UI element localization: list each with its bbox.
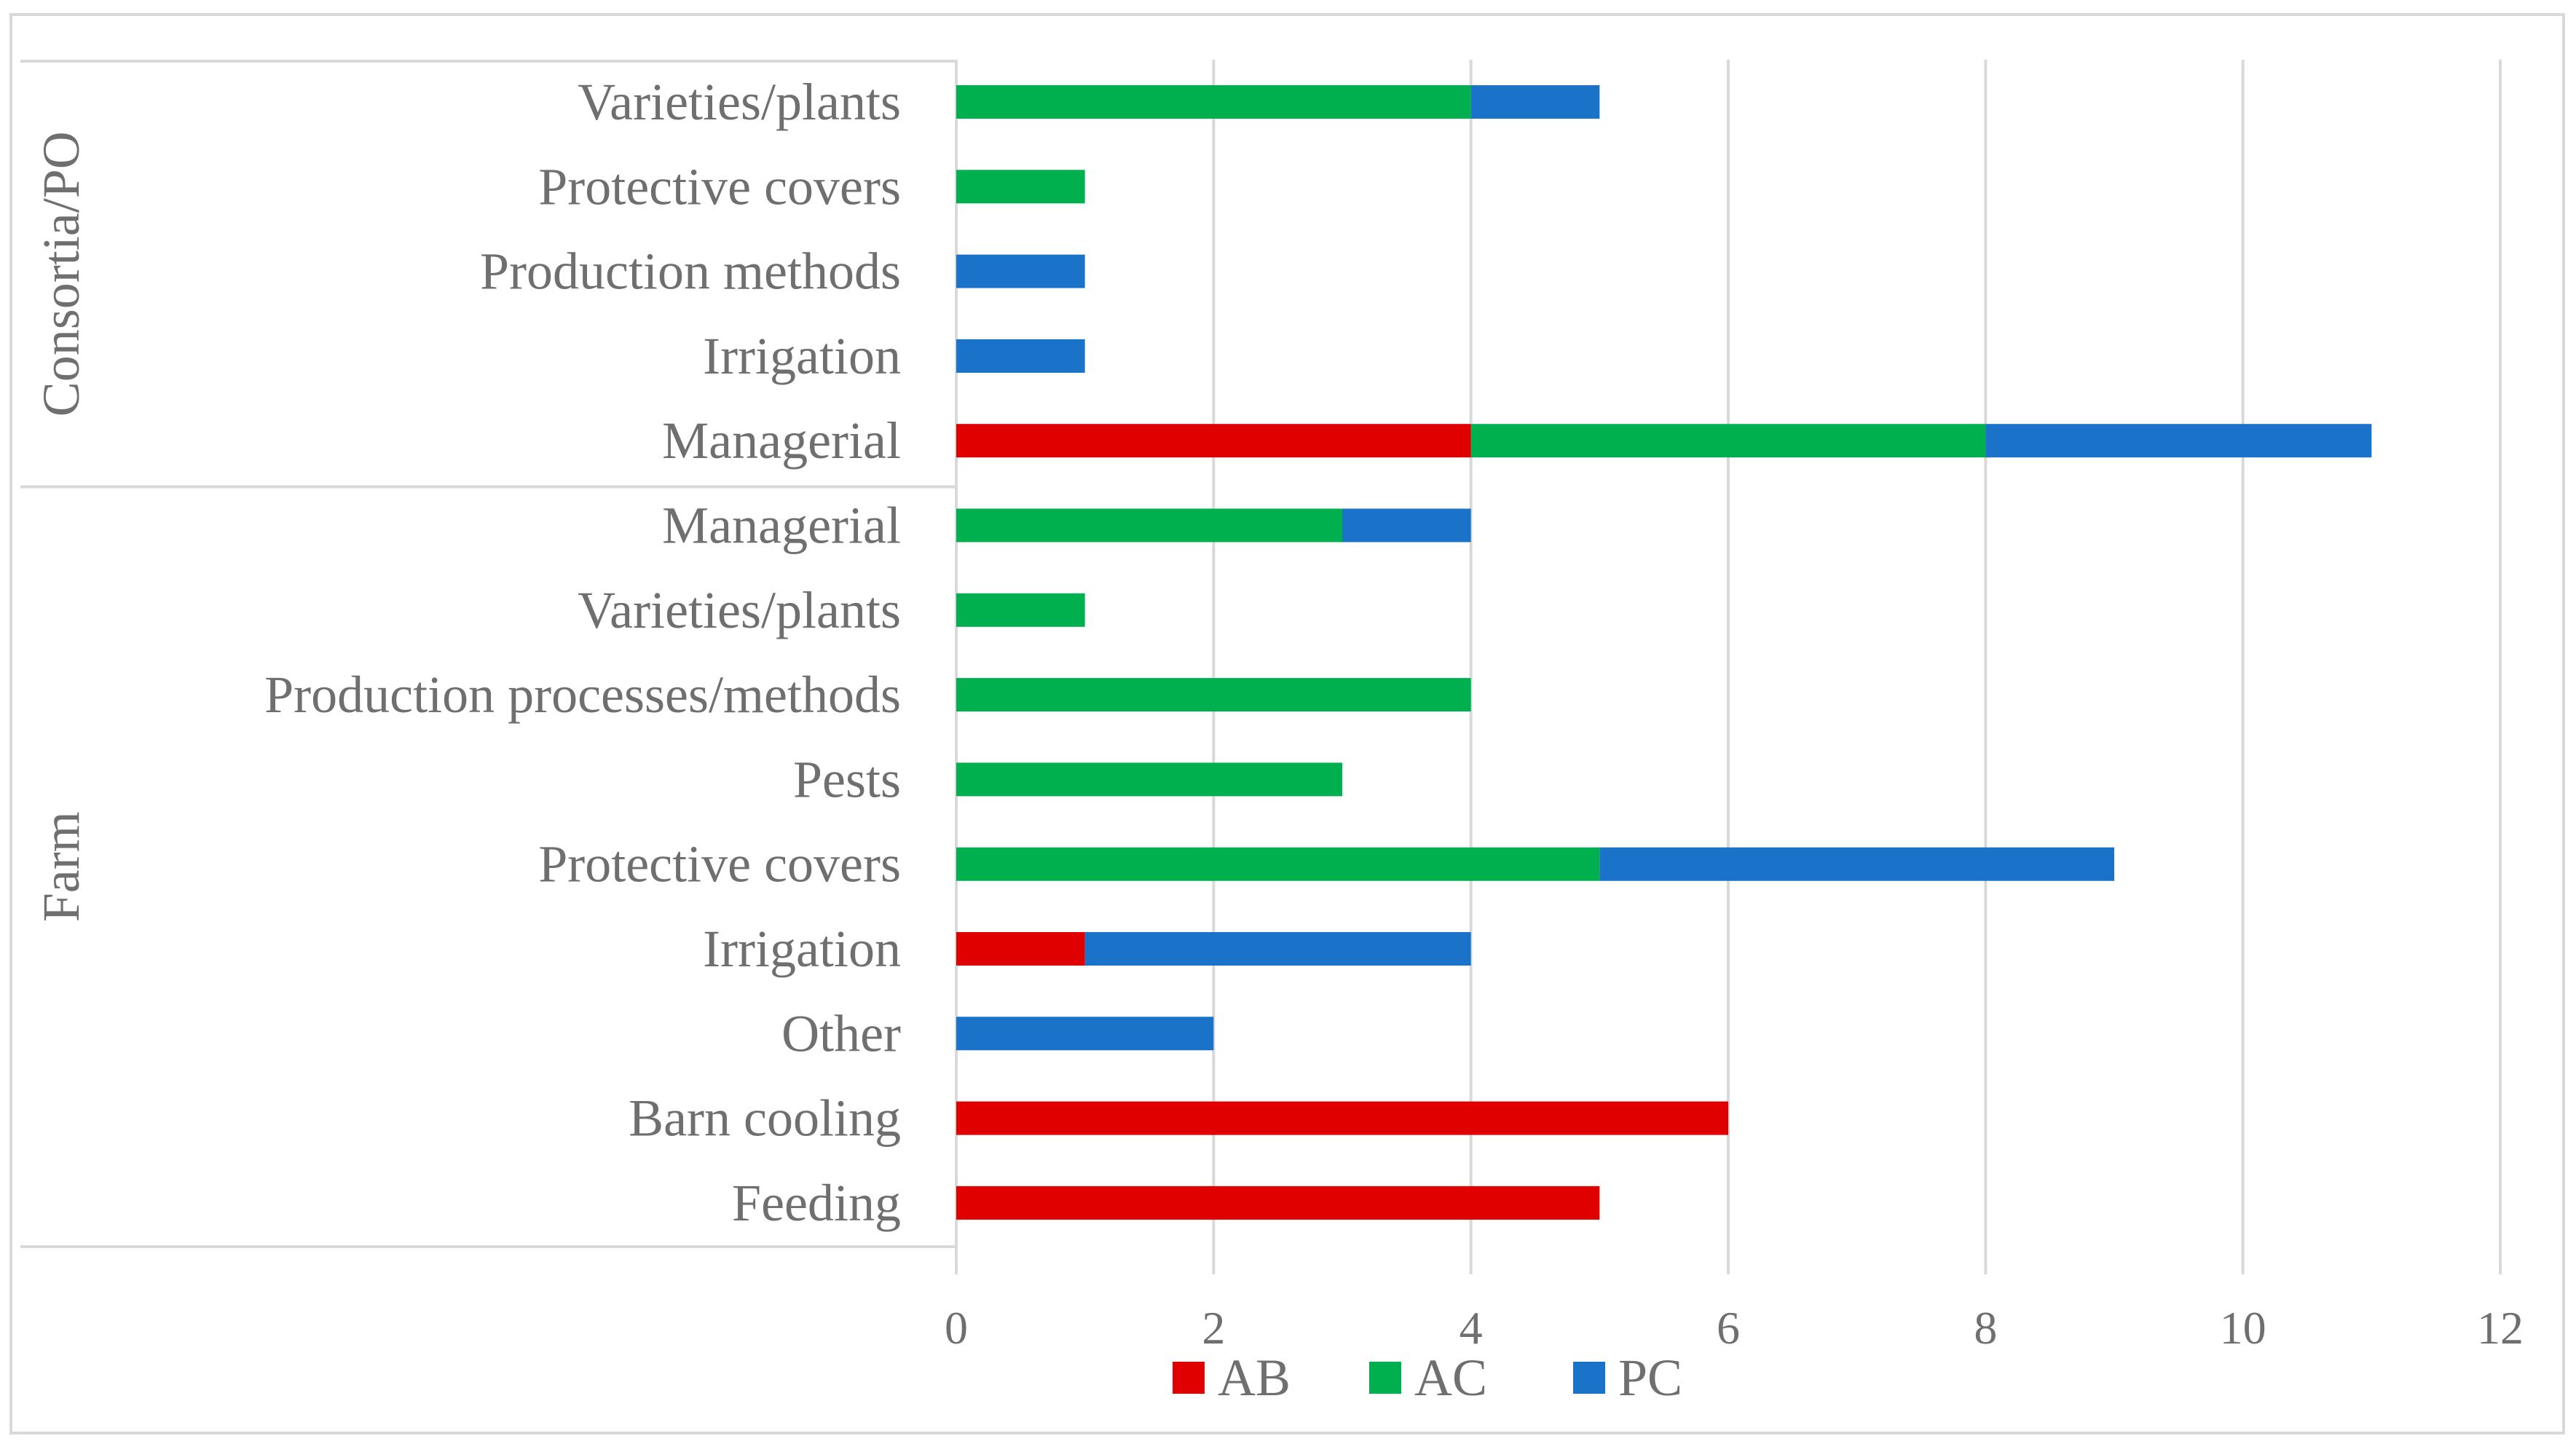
bar-pc — [1084, 932, 1471, 966]
chart-border — [9, 13, 2565, 1435]
category-label: Barn cooling — [629, 1089, 901, 1148]
category-label: Protective covers — [538, 157, 901, 216]
bar-pc — [1599, 847, 2114, 881]
x-tick-label: 12 — [2477, 1302, 2524, 1354]
category-label: Protective covers — [538, 835, 901, 893]
bar-pc — [956, 254, 1085, 288]
bar-pc — [1470, 85, 1600, 119]
category-label: Irrigation — [703, 920, 901, 978]
bar-pc — [956, 1017, 1214, 1051]
bar-ac — [956, 593, 1085, 627]
legend-swatch-pc — [1573, 1362, 1605, 1394]
category-label: Varieties/plants — [578, 73, 901, 131]
bar-ac — [956, 678, 1471, 712]
category-label: Pests — [793, 750, 901, 808]
x-tick-label: 4 — [1460, 1302, 1483, 1354]
bar-ab — [956, 1185, 1600, 1220]
legend-label-pc: PC — [1618, 1349, 1682, 1407]
bar-ab — [956, 424, 1471, 458]
bar-ab — [956, 1101, 1728, 1135]
bar-pc — [1342, 508, 1471, 543]
bar-ac — [956, 762, 1342, 797]
bar-ab — [956, 932, 1085, 966]
legend: AB AC PC — [1173, 1349, 1682, 1407]
category-label: Production methods — [480, 242, 901, 301]
x-tick-label: 6 — [1717, 1302, 1740, 1354]
bar-ac — [956, 508, 1342, 543]
group-labels: Consortia/PO Farm — [32, 131, 90, 922]
x-tick-label: 0 — [945, 1302, 968, 1354]
bar-ac — [956, 847, 1600, 881]
category-label: Managerial — [662, 497, 901, 555]
legend-label-ac: AC — [1414, 1349, 1487, 1407]
x-tick-label: 10 — [2220, 1302, 2266, 1354]
x-axis-ticks: 0 2 4 6 8 10 12 — [945, 1302, 2524, 1354]
bar-pc — [956, 339, 1085, 373]
category-label: Irrigation — [703, 327, 901, 385]
bar-ac — [1470, 424, 1986, 458]
category-label: Feeding — [732, 1174, 901, 1232]
category-label: Production processes/methods — [264, 666, 901, 724]
category-label: Other — [781, 1004, 901, 1062]
bars — [956, 85, 2372, 1220]
bar-ac — [956, 170, 1085, 204]
x-tick-label: 8 — [1974, 1302, 1997, 1354]
x-tick-label: 2 — [1202, 1302, 1225, 1354]
group-label: Consortia/PO — [32, 131, 90, 417]
bar-ac — [956, 85, 1471, 119]
category-label: Varieties/plants — [578, 581, 901, 639]
legend-swatch-ab — [1173, 1362, 1205, 1394]
legend-swatch-ac — [1369, 1362, 1401, 1394]
legend-label-ab: AB — [1218, 1349, 1291, 1407]
bar-pc — [1985, 424, 2372, 458]
category-labels: Varieties/plants Protective covers Product… — [264, 73, 901, 1232]
group-label: Farm — [32, 811, 90, 922]
category-label: Managerial — [662, 411, 901, 470]
